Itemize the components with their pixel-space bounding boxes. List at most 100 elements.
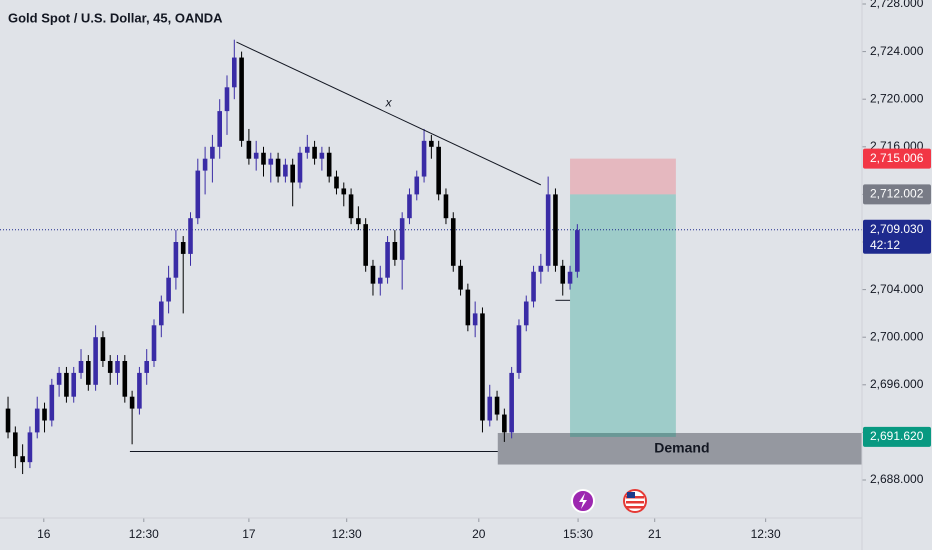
candle-body: [494, 396, 500, 415]
candle-body: [34, 408, 40, 433]
x-tick-label: 17: [242, 527, 256, 541]
drawing-label: x: [385, 96, 393, 110]
candle-body: [239, 57, 244, 141]
candle-body: [304, 146, 310, 153]
candle-body: [202, 158, 208, 171]
candle-body: [312, 146, 317, 159]
candle-body: [283, 164, 288, 177]
candle-body: [545, 194, 551, 266]
candle-body: [502, 414, 507, 433]
candle-body: [71, 372, 77, 397]
x-tick-label: 15:30: [563, 527, 593, 541]
candle-body: [86, 361, 91, 385]
candle-body: [93, 337, 98, 385]
y-tick-label: 2,704.000: [870, 282, 924, 296]
candle-body: [231, 57, 237, 88]
candle-body: [166, 277, 171, 302]
candle-body: [159, 301, 164, 326]
demand-label: Demand: [654, 439, 709, 455]
demand-zone: [497, 432, 862, 465]
candle-body: [538, 265, 544, 272]
candle-body: [326, 152, 332, 177]
y-tick-label: 2,720.000: [870, 91, 924, 105]
candle-body: [334, 176, 339, 189]
candle-body: [509, 372, 514, 433]
candle-body: [348, 194, 354, 219]
candle-body: [275, 158, 281, 177]
countdown: 42:12: [870, 238, 900, 252]
candle-body: [64, 372, 69, 397]
event-icon[interactable]: [623, 489, 647, 513]
candle-body: [385, 242, 390, 278]
candle-body: [246, 140, 252, 159]
candle-body: [180, 242, 186, 254]
candle-body: [5, 408, 11, 433]
candle-body: [188, 218, 193, 254]
y-tick-label: 2,700.000: [870, 329, 924, 343]
chart-title: Gold Spot / U.S. Dollar, 45, OANDA: [8, 10, 223, 25]
candle-body: [151, 325, 157, 361]
candle-body: [414, 176, 420, 195]
candle-body: [268, 158, 274, 165]
event-icon[interactable]: [571, 489, 595, 513]
candle-body: [210, 146, 215, 159]
candle-body: [531, 271, 536, 302]
candle-body: [399, 218, 405, 260]
candle-body: [253, 152, 259, 159]
price-label: 2,715.006: [870, 151, 924, 165]
candle-body: [516, 325, 522, 373]
candle-body: [129, 396, 135, 409]
target-zone: [570, 194, 676, 437]
drawing-line: [236, 41, 542, 186]
price-label: 2,709.030: [870, 222, 924, 236]
y-tick-label: 2,688.000: [870, 472, 924, 486]
candle-body: [458, 265, 463, 290]
candle-body: [560, 265, 566, 284]
candle-body: [100, 337, 106, 361]
candle-body: [341, 188, 347, 195]
x-tick-label: 12:30: [332, 527, 362, 541]
candle-body: [27, 432, 33, 463]
candle-body: [407, 194, 412, 219]
candle-body: [472, 313, 478, 326]
y-tick-label: 2,696.000: [870, 377, 924, 391]
price-label-box: [863, 426, 931, 447]
candle-body: [115, 361, 120, 373]
candle-body: [20, 456, 25, 463]
candle-body: [436, 146, 441, 195]
price-label: 2,712.002: [870, 187, 924, 201]
candle-body: [443, 194, 449, 219]
candle-body: [370, 265, 376, 284]
x-tick-label: 12:30: [129, 527, 159, 541]
candle-body: [480, 313, 485, 421]
candle-body: [523, 301, 529, 326]
stop-zone: [570, 158, 676, 195]
price-label-box: [863, 148, 931, 169]
y-tick-label: 2,728.000: [870, 0, 924, 10]
candle-body: [421, 140, 427, 177]
price-label: 2,691.620: [870, 429, 924, 443]
candle-body: [42, 408, 47, 421]
price-label-box: [863, 219, 931, 254]
candle-body: [429, 140, 434, 147]
candle-body: [261, 152, 266, 165]
candle-body: [56, 372, 62, 385]
candle-body: [377, 277, 383, 284]
candle-body: [144, 361, 150, 373]
candle-body: [49, 384, 55, 421]
candle-body: [363, 224, 368, 266]
x-tick-label: 16: [37, 527, 51, 541]
candle-body: [224, 87, 230, 112]
candle-body: [122, 361, 128, 397]
candle-body: [553, 194, 558, 266]
x-tick-label: 12:30: [751, 527, 781, 541]
candle-body: [195, 170, 201, 219]
candle-body: [173, 242, 179, 278]
candle-body: [13, 432, 18, 457]
candle-body: [356, 218, 361, 225]
candle-body: [290, 164, 295, 183]
candle-body: [567, 271, 573, 284]
x-tick-label: 21: [648, 527, 662, 541]
